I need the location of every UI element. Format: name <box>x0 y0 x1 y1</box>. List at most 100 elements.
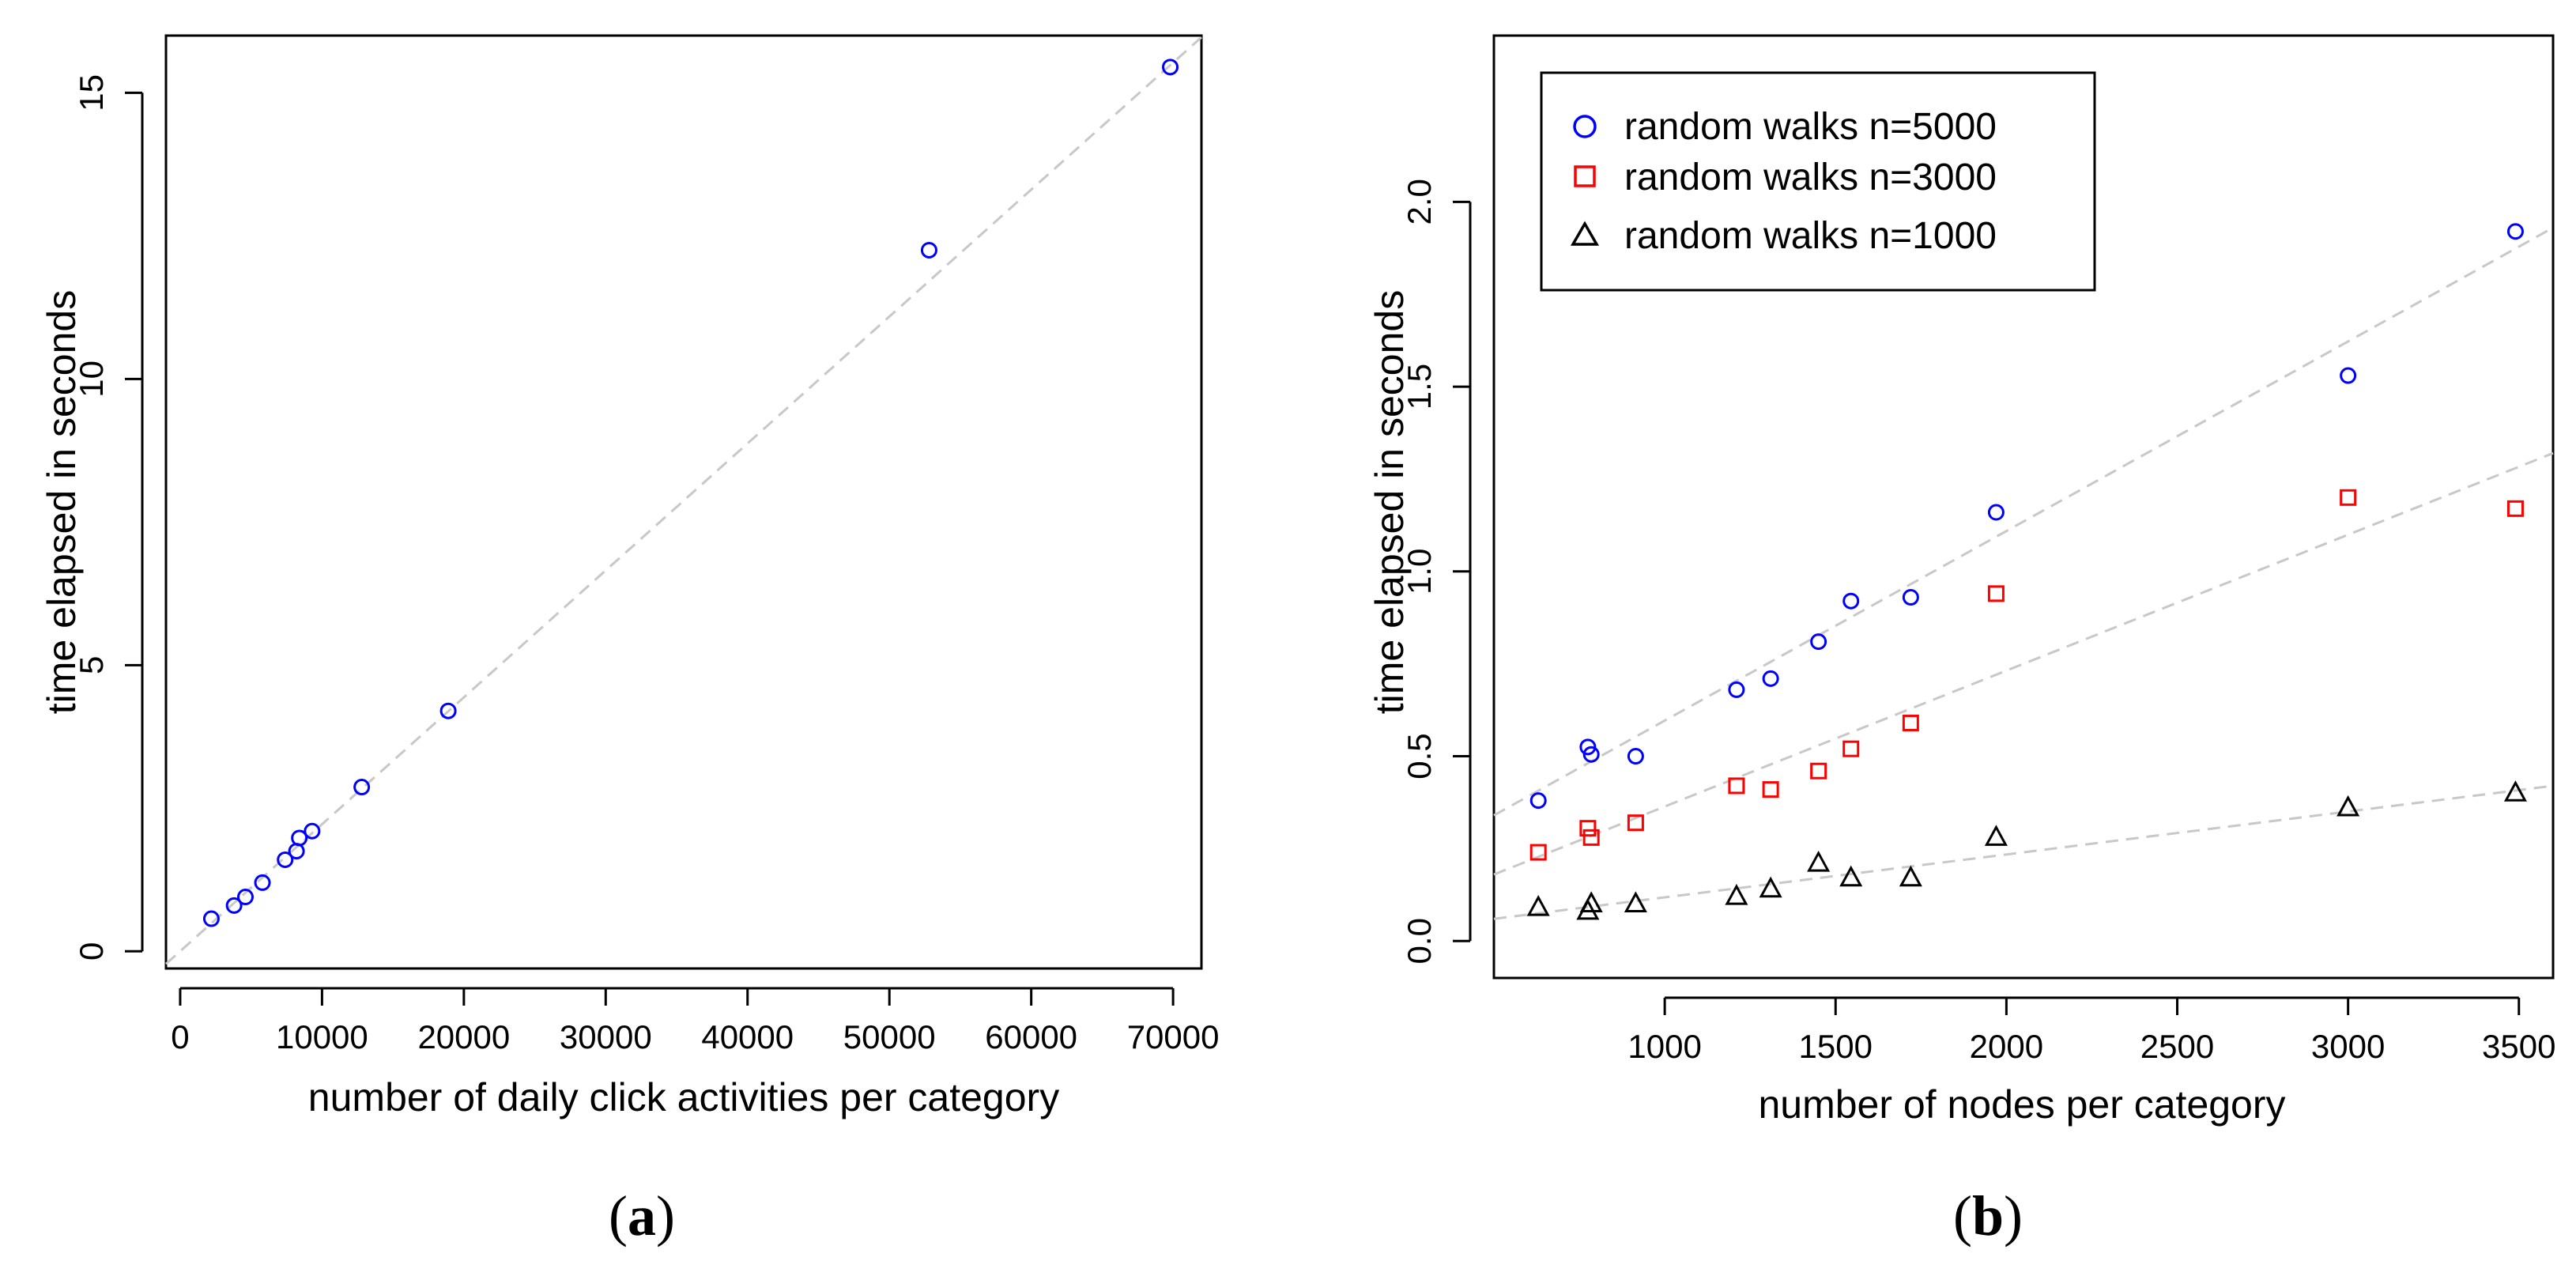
data-point-a <box>291 829 308 847</box>
legend-marker-n1000 <box>1570 221 1600 246</box>
x-axis-b: 1000 1500 2000 2500 3000 3500 <box>1627 996 2555 1065</box>
y-tick-label-b: 0.5 <box>1401 733 1438 779</box>
data-point-random-walks-n-1000 <box>1899 865 1922 887</box>
x-tick-label-b: 1000 <box>1627 1028 1701 1065</box>
y-tick-label-a: 5 <box>73 656 110 674</box>
y-tick-label-b: 2.0 <box>1401 179 1438 225</box>
legend-box <box>1540 71 2096 292</box>
data-point-random-walks-n-5000 <box>1842 592 1860 610</box>
plot-frame-a <box>164 34 1203 970</box>
y-tick-label-b: 1.0 <box>1401 549 1438 595</box>
fit-lines-b <box>1493 226 2554 920</box>
x-tick-label-a: 10000 <box>276 1018 368 1055</box>
data-point-random-walks-n-1000 <box>1759 876 1782 898</box>
y-tick-label-a: 10 <box>73 361 110 398</box>
data-point-random-walks-n-1000 <box>1839 865 1863 887</box>
x-tick-label-a: 20000 <box>417 1018 510 1055</box>
data-point-a <box>920 241 937 259</box>
x-tick-label-b: 2000 <box>1970 1028 2043 1065</box>
panel-label-a: (a) <box>609 1184 675 1248</box>
panel-label-b: (b) <box>1953 1184 2023 1248</box>
data-point-random-walks-n-1000 <box>1725 884 1748 905</box>
data-point-random-walks-n-3000 <box>1762 781 1779 799</box>
data-point-random-walks-n-1000 <box>2337 795 2360 817</box>
y-tick-label-b: 1.5 <box>1401 364 1438 410</box>
chart-panel-a: 0 10000 20000 30000 40000 50000 60000 70000 0 5 1… <box>40 34 1220 1248</box>
data-point-random-walks-n-5000 <box>1728 681 1745 698</box>
x-tick-label-b: 3500 <box>2482 1028 2555 1065</box>
data-point-random-walks-n-5000 <box>1762 670 1779 687</box>
x-tick-label-a: 30000 <box>560 1018 652 1055</box>
data-point-random-walks-n-3000 <box>2506 500 2524 517</box>
x-axis-label-b: number of nodes per category <box>1758 1082 2285 1127</box>
fit-line-b-random-walks-n-5000 <box>1493 226 2554 817</box>
data-point-a <box>277 851 294 868</box>
data-point-a <box>236 889 254 906</box>
y-axis-label-a: time elapsed in seconds <box>40 290 84 714</box>
data-point-a <box>353 779 371 796</box>
data-points-b <box>1526 223 2527 920</box>
data-point-random-walks-n-1000 <box>2503 780 2527 802</box>
data-point-random-walks-n-5000 <box>1627 748 1644 765</box>
data-point-random-walks-n-3000 <box>2340 489 2357 506</box>
legend-marker-n5000 <box>1573 115 1597 138</box>
data-point-random-walks-n-1000 <box>1579 891 1603 913</box>
data-point-a <box>225 897 243 914</box>
y-axis-b: 0.0 0.5 1.0 1.5 2.0 <box>1401 179 1472 964</box>
y-axis-a: 0 5 10 15 <box>73 74 144 961</box>
x-tick-label-b: 1500 <box>1799 1028 1873 1065</box>
data-points-a <box>202 59 1179 927</box>
data-point-random-walks-n-1000 <box>1807 850 1831 872</box>
y-tick-label-a: 15 <box>73 74 110 111</box>
legend-b: random walks n=5000 random walks n=3000 … <box>1540 71 2096 292</box>
x-tick-label-b: 3000 <box>2311 1028 2385 1065</box>
data-point-random-walks-n-3000 <box>1902 714 1919 731</box>
x-axis-label-a: number of daily click activities per cat… <box>308 1075 1059 1119</box>
fit-line-b-random-walks-n-1000 <box>1493 784 2554 920</box>
x-tick-label-a: 0 <box>171 1018 189 1055</box>
series-random-walks-n-5000 <box>1529 223 2524 810</box>
x-tick-label-a: 70000 <box>1127 1018 1220 1055</box>
x-tick-label-b: 2500 <box>2140 1028 2214 1065</box>
panel-label-a-letter: a <box>628 1184 656 1248</box>
series-random-walks-n-3000 <box>1529 489 2524 861</box>
series-random-walks-n-1000 <box>1526 780 2527 920</box>
data-point-random-walks-n-1000 <box>1984 825 2008 846</box>
data-point-random-walks-n-3000 <box>1627 814 1644 832</box>
legend-label-n3000: random walks n=3000 <box>1624 157 1997 198</box>
data-point-random-walks-n-3000 <box>1810 762 1827 780</box>
chart-panel-b: 1000 1500 2000 2500 3000 3500 0.0 0.5 1.0 1.5 2.0… <box>1367 34 2555 1248</box>
data-point-a <box>304 822 321 840</box>
data-point-a <box>439 702 457 719</box>
data-point-random-walks-n-3000 <box>1529 844 1547 861</box>
y-tick-label-a: 0 <box>73 942 110 961</box>
data-point-a <box>1162 59 1179 76</box>
x-tick-label-a: 40000 <box>701 1018 794 1055</box>
data-point-random-walks-n-5000 <box>1902 589 1919 606</box>
panel-label-b-letter: b <box>1972 1184 2004 1248</box>
y-tick-label-b: 0.0 <box>1401 918 1438 964</box>
x-axis-a: 0 10000 20000 30000 40000 50000 60000 70000 <box>171 987 1220 1055</box>
data-point-a <box>254 874 271 891</box>
legend-marker-n3000 <box>1574 165 1596 187</box>
data-point-random-walks-n-5000 <box>1582 746 1600 763</box>
data-point-random-walks-n-1000 <box>1624 891 1647 913</box>
data-point-random-walks-n-3000 <box>1579 820 1597 837</box>
x-tick-label-a: 60000 <box>985 1018 1077 1055</box>
data-point-random-walks-n-3000 <box>1728 777 1745 795</box>
data-point-random-walks-n-5000 <box>1810 633 1827 651</box>
fit-line-b-random-walks-n-3000 <box>1493 451 2554 876</box>
data-point-random-walks-n-3000 <box>1842 740 1860 757</box>
legend-label-n5000: random walks n=5000 <box>1624 106 1997 148</box>
fit-line-a <box>164 36 1203 965</box>
data-point-random-walks-n-5000 <box>1987 504 2005 521</box>
data-point-random-walks-n-3000 <box>1582 829 1600 846</box>
y-axis-label-b: time elapsed in seconds <box>1367 290 1412 714</box>
data-point-a <box>202 910 220 927</box>
data-point-random-walks-n-5000 <box>2340 367 2357 384</box>
data-point-random-walks-n-5000 <box>1529 792 1547 810</box>
x-tick-label-a: 50000 <box>843 1018 936 1055</box>
data-point-random-walks-n-1000 <box>1526 895 1550 916</box>
